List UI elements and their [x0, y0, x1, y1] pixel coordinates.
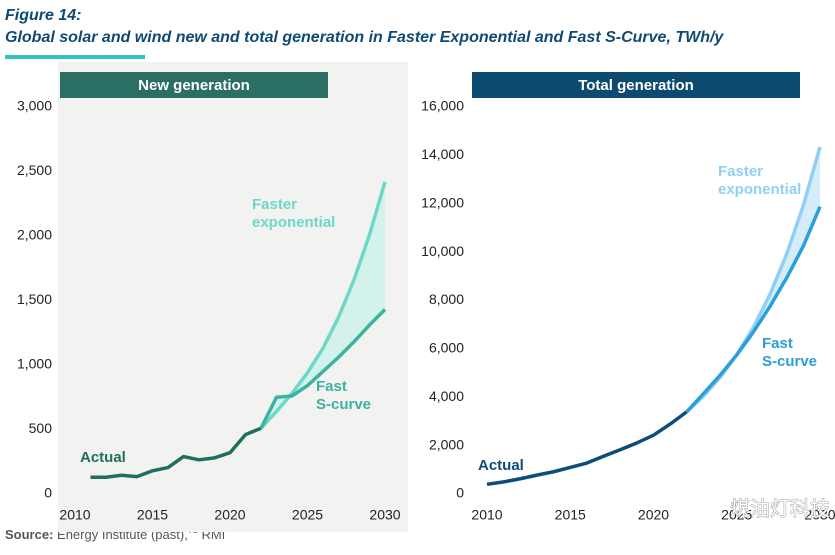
y-tick-label: 1,000 [17, 356, 52, 372]
x-tick-label: 2025 [292, 507, 323, 523]
series-label-line: Faster [718, 163, 767, 180]
watermark: 煤油灯科技 [730, 497, 830, 520]
series-label: Faster exponential [252, 196, 335, 231]
y-tick-label: 16,000 [421, 98, 464, 114]
series-line [90, 426, 262, 479]
x-tick-label: 2010 [471, 507, 502, 523]
y-tick-label: 0 [456, 485, 464, 501]
y-tick-label: 2,000 [429, 436, 464, 452]
series-line [685, 205, 822, 413]
x-tick-label: 2025 [721, 507, 752, 523]
series-label-line: S-curve [316, 396, 371, 413]
y-tick-label: 3,000 [17, 98, 52, 114]
panel-header [472, 72, 800, 98]
series-line [259, 308, 387, 429]
series-label-line: Faster [252, 196, 301, 213]
series-line [486, 410, 688, 487]
y-tick-label: 1,500 [17, 291, 52, 307]
series-label-line: S-curve [762, 353, 817, 370]
x-tick-label: 2030 [369, 507, 400, 523]
x-tick-label: 2015 [137, 507, 168, 523]
y-tick-label: 8,000 [429, 291, 464, 307]
panel-header [60, 72, 328, 98]
source-label: Source: [5, 527, 53, 542]
series-label: Actual [478, 457, 524, 474]
x-tick-label: 2030 [804, 507, 835, 523]
figure-label: Figure 14: [5, 7, 81, 24]
y-tick-label: 4,000 [429, 388, 464, 404]
series-label-line: exponential [718, 181, 801, 198]
y-tick-label: 6,000 [429, 340, 464, 356]
figure-title: Global solar and wind new and total gene… [5, 29, 724, 46]
series-label: Fast S-curve [762, 335, 817, 370]
y-tick-label: 500 [29, 420, 53, 436]
panel-title: New generation [138, 77, 250, 94]
x-tick-label: 2020 [638, 507, 669, 523]
x-tick-label: 2020 [214, 507, 245, 523]
y-tick-label: 2,000 [17, 227, 52, 243]
y-tick-label: 2,500 [17, 162, 52, 178]
series-label-line: Fast [316, 378, 351, 395]
title-underline [5, 55, 145, 59]
series-label-line: Fast [762, 335, 797, 352]
y-tick-label: 14,000 [421, 146, 464, 162]
series-line [259, 181, 387, 430]
y-tick-label: 10,000 [421, 243, 464, 259]
x-tick-label: 2010 [59, 507, 90, 523]
series-label-line: exponential [252, 214, 335, 231]
series-label: Fast S-curve [316, 378, 371, 413]
series-label: Faster exponential [718, 163, 801, 198]
panel-title: Total generation [578, 77, 694, 94]
y-tick-label: 12,000 [421, 194, 464, 210]
y-tick-label: 0 [44, 485, 52, 501]
series-label: Actual [80, 449, 126, 466]
x-tick-label: 2015 [555, 507, 586, 523]
